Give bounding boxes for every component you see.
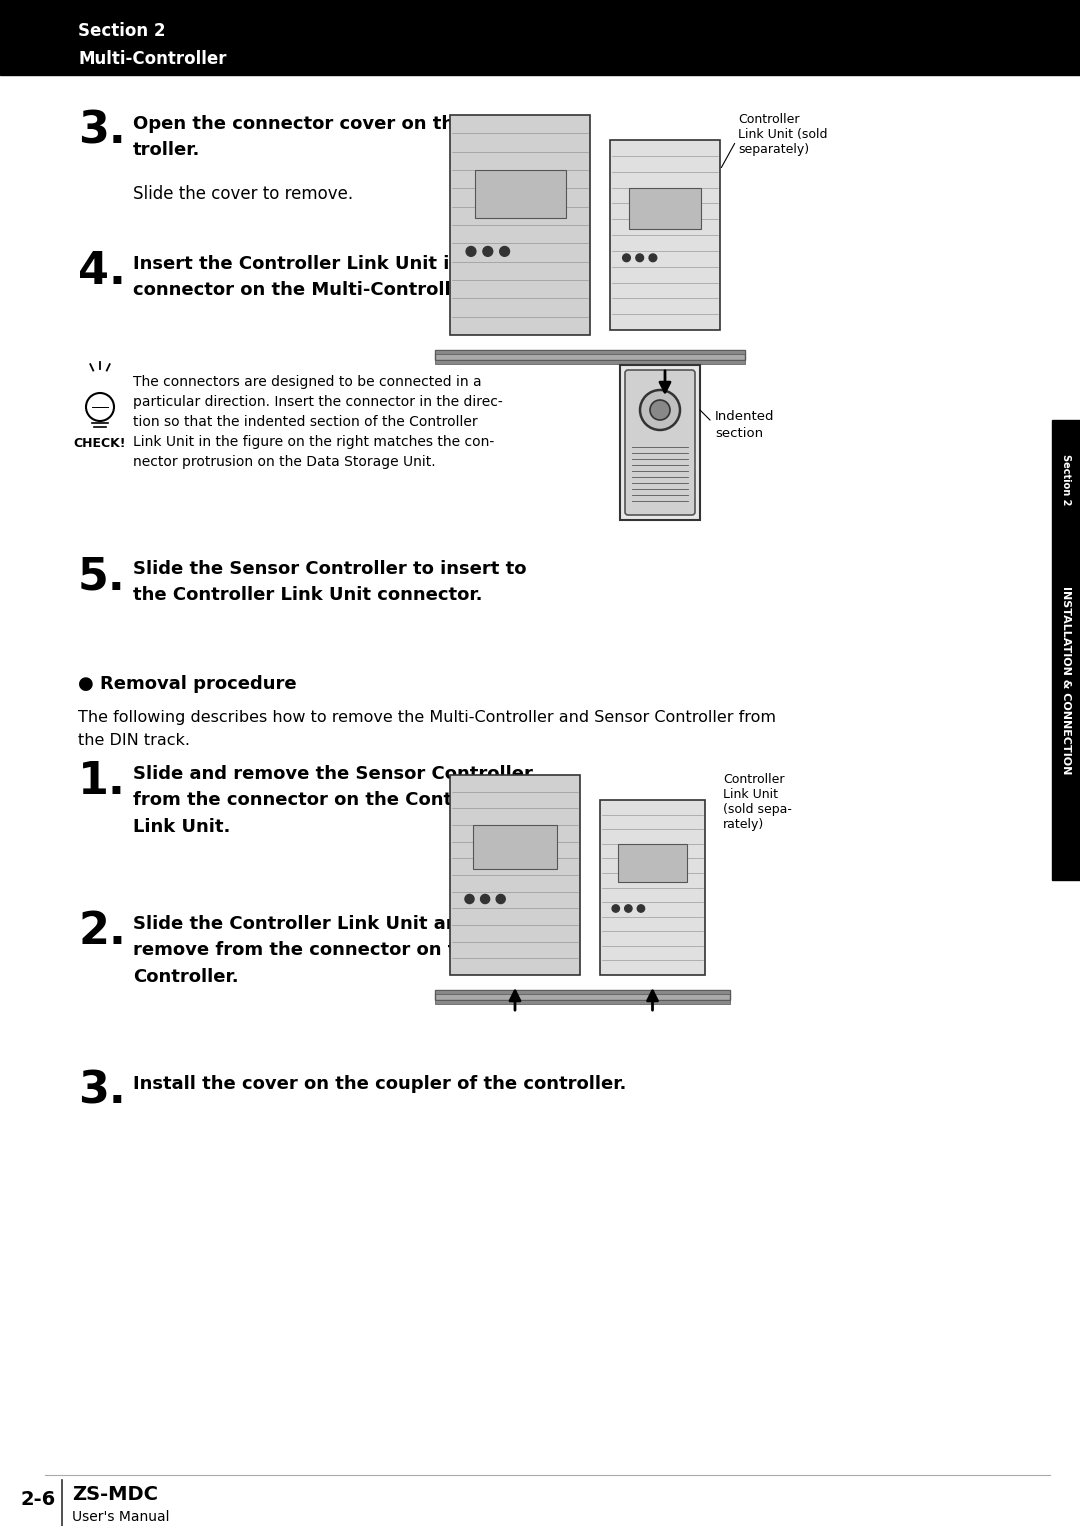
Text: 5.: 5. [78,555,125,598]
Circle shape [640,391,680,430]
Bar [630,188,701,229]
Text: rately): rately) [723,818,765,832]
Text: Controller: Controller [738,113,799,127]
Text: Slide the Controller Link Unit and
remove from the connector on the Multi-
Contr: Slide the Controller Link Unit and remov… [133,916,546,986]
Circle shape [623,253,631,261]
Text: Link Unit: Link Unit [723,787,778,801]
Text: INSTALLATION & CONNECTION: INSTALLATION & CONNECTION [1061,586,1071,774]
Bar [435,990,730,993]
Bar [1052,420,1080,881]
Bar [435,349,745,360]
Circle shape [650,400,670,420]
Text: Controller: Controller [723,774,784,786]
Bar [0,0,1080,75]
Bar [435,990,730,1000]
Text: Multi-Controller: Multi-Controller [78,50,227,69]
Text: ZS-MDC: ZS-MDC [72,1485,158,1505]
Text: 2-6: 2-6 [21,1489,56,1509]
Text: Slide the Sensor Controller to insert to
the Controller Link Unit connector.: Slide the Sensor Controller to insert to… [133,560,527,604]
Text: Open the connector cover on the con-
troller.: Open the connector cover on the con- tro… [133,114,516,159]
Circle shape [481,894,489,903]
Circle shape [624,905,632,913]
Bar [610,140,720,330]
Bar [600,800,705,975]
Text: Slide the cover to remove.: Slide the cover to remove. [133,185,353,203]
Bar [435,349,745,354]
Bar [435,360,745,365]
Text: (sold sepa-: (sold sepa- [723,803,792,816]
Text: The following describes how to remove the Multi-Controller and Sensor Controller: The following describes how to remove th… [78,710,777,725]
Text: CHECK!: CHECK! [73,436,126,450]
Circle shape [86,394,114,421]
Circle shape [637,905,645,913]
Text: Link Unit (sold: Link Unit (sold [738,128,827,140]
Circle shape [649,253,657,261]
Text: 2.: 2. [78,909,126,954]
Bar [435,1000,730,1004]
Text: section: section [715,427,764,439]
Text: 4.: 4. [78,250,126,293]
Text: The connectors are designed to be connected in a
particular direction. Insert th: The connectors are designed to be connec… [133,375,503,468]
Bar [450,114,590,336]
Text: Slide and remove the Sensor Controller
from the connector on the Controller
Link: Slide and remove the Sensor Controller f… [133,765,532,836]
Bar [620,365,700,520]
Circle shape [500,247,510,256]
Text: separately): separately) [738,143,809,156]
Circle shape [483,247,492,256]
Text: Section 2: Section 2 [1061,455,1071,505]
Text: ● Removal procedure: ● Removal procedure [78,674,297,693]
Bar [450,775,580,975]
Circle shape [636,253,644,261]
Text: Section 2: Section 2 [78,21,165,40]
Bar [474,169,566,218]
Text: Install the cover on the coupler of the controller.: Install the cover on the coupler of the … [133,1074,626,1093]
Circle shape [467,247,476,256]
Text: Insert the Controller Link Unit into the
connector on the Multi-Controller.: Insert the Controller Link Unit into the… [133,255,523,299]
Circle shape [496,894,505,903]
Bar [473,826,557,868]
FancyBboxPatch shape [625,369,696,514]
Text: 3.: 3. [78,110,125,153]
Text: the DIN track.: the DIN track. [78,732,190,748]
Text: User's Manual: User's Manual [72,1511,170,1524]
Text: 1.: 1. [78,760,126,803]
Circle shape [465,894,474,903]
Text: 3.: 3. [78,1070,125,1112]
Circle shape [612,905,620,913]
Text: Indented: Indented [715,410,774,423]
Bar [619,844,687,882]
